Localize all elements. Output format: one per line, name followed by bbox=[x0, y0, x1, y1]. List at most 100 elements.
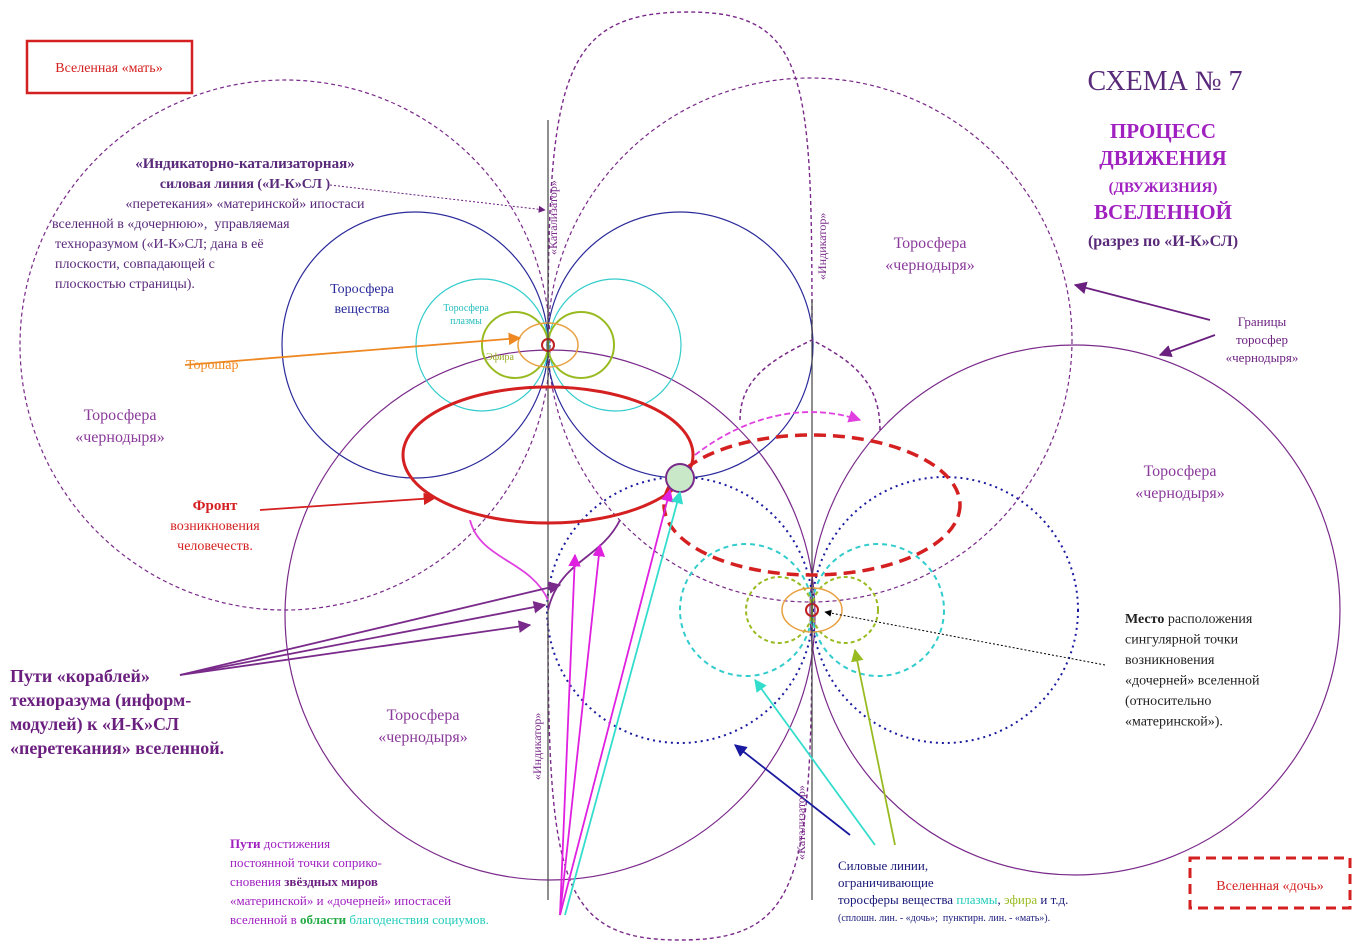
text-line: ПРОЦЕСС bbox=[1110, 119, 1216, 143]
toroshar-arrow bbox=[184, 332, 522, 366]
ik-arrow bbox=[329, 184, 546, 213]
text-line: (относительно bbox=[1125, 694, 1211, 709]
daughter-label: Вселенная «дочь» bbox=[1216, 879, 1323, 894]
text-line: «перетекания» «материнской» ипостаси bbox=[126, 197, 365, 212]
text-line: плазмы bbox=[450, 316, 482, 327]
indicator-top: «Индикатор» bbox=[815, 213, 829, 280]
text-part: плазмы bbox=[956, 892, 997, 907]
text-line: (ДВУЖИЗНИЯ) bbox=[1109, 180, 1218, 196]
title: СХЕМА № 7 bbox=[1087, 66, 1242, 97]
text-part: Пути bbox=[230, 836, 261, 851]
text-line: вселенной в «дочернюю», управляемая bbox=[52, 217, 290, 232]
mother-box bbox=[25, 39, 194, 95]
text-line: «чернодыря» bbox=[378, 729, 468, 746]
text-line: Торосфера bbox=[894, 235, 967, 252]
text-line: ограничивающие bbox=[838, 875, 934, 890]
border-arrow bbox=[1073, 281, 1211, 321]
mother-label: Вселенная «мать» bbox=[55, 61, 162, 76]
ether-left bbox=[481, 311, 549, 379]
matter-left bbox=[281, 211, 549, 479]
matter-right bbox=[546, 211, 814, 479]
ik-dash bbox=[739, 339, 813, 421]
ether-label: Эфира bbox=[486, 352, 514, 363]
text-line: Фронт bbox=[193, 498, 238, 514]
bottom-loop bbox=[547, 619, 813, 941]
ships-arrow bbox=[179, 581, 562, 676]
catalyst-top: «Катализатор» bbox=[546, 180, 560, 255]
text-line: сновения звёздных миров bbox=[230, 874, 378, 889]
text-line: плоскости, совпадающей с bbox=[55, 257, 215, 272]
text-line: Торосфера bbox=[387, 707, 460, 724]
text-part: эфира bbox=[1004, 892, 1037, 907]
catalyst-bottom: «Катализатор» bbox=[794, 785, 808, 860]
contact-point bbox=[665, 463, 695, 493]
text-part: звёздных миров bbox=[284, 874, 378, 889]
text-line: техноразума (информ- bbox=[10, 690, 191, 711]
ships-arrow bbox=[179, 620, 532, 676]
text-line: (сплошн. лин. - «дочь»; пунктирн. лин. -… bbox=[838, 913, 1050, 924]
magenta-path bbox=[469, 519, 549, 601]
text-line: вещества bbox=[334, 302, 390, 317]
front-ellipse bbox=[401, 385, 695, 525]
text-part: Место bbox=[1125, 612, 1164, 627]
border-arrow bbox=[1158, 334, 1216, 358]
text-line: техноразумом («И-К»СЛ; дана в её bbox=[55, 237, 264, 252]
paths-arrow-cyan bbox=[564, 490, 684, 916]
text-line: торосферы вещества плазмы, эфира и т.д. bbox=[838, 892, 1068, 907]
arrows bbox=[179, 184, 1216, 916]
text-line: постоянной точки соприко- bbox=[230, 855, 382, 870]
text-part: сновения bbox=[230, 874, 284, 889]
ik-dash2 bbox=[811, 339, 881, 431]
text-line: Место расположения bbox=[1125, 612, 1253, 627]
bh-mother-right bbox=[547, 77, 1073, 603]
v: «Индикатор» bbox=[815, 213, 829, 280]
text-line: человечеств. bbox=[177, 539, 253, 554]
text-line: «чернодыря» bbox=[75, 429, 165, 446]
text-line: (разрез по «И-К»СЛ) bbox=[1088, 233, 1238, 250]
text-line: плоскостью страницы). bbox=[55, 277, 195, 292]
text-line: «материнской» и «дочерней» ипостасей bbox=[230, 893, 451, 908]
text-part: достижения bbox=[261, 836, 331, 851]
paths-arrow bbox=[559, 488, 674, 916]
text-part: и т.д. bbox=[1037, 892, 1068, 907]
text-line: «чернодыря» bbox=[885, 257, 975, 274]
ether-d-left bbox=[745, 576, 813, 644]
ships-arrow bbox=[179, 600, 547, 676]
text-line: «Индикаторно-катализаторная» bbox=[135, 156, 354, 172]
text-line: возникновения bbox=[1125, 653, 1215, 668]
indicator-bottom: «Индикатор» bbox=[530, 713, 544, 780]
text-line: Пути достижения bbox=[230, 836, 330, 851]
text-line: Границы bbox=[1238, 314, 1287, 329]
front-arrow bbox=[259, 492, 437, 511]
text-part: области bbox=[300, 912, 347, 927]
text-line: силовая линия («И-К»СЛ ) bbox=[160, 177, 331, 192]
force-arrow bbox=[851, 648, 896, 846]
text-line: сингулярной точки bbox=[1125, 633, 1239, 648]
text-part: вселенной в bbox=[230, 912, 300, 927]
text-part: благоденствия социумов. bbox=[346, 912, 489, 927]
text-line: «материнской»). bbox=[1125, 715, 1223, 730]
place-arrow bbox=[824, 609, 1106, 666]
text-line: Торосфера bbox=[443, 303, 489, 314]
plasma-d-left bbox=[679, 543, 813, 677]
text-part: расположения bbox=[1164, 612, 1253, 627]
text-line: ДВИЖЕНИЯ bbox=[1099, 146, 1226, 170]
force-arrow bbox=[754, 678, 876, 846]
text-line: Силовые линии, bbox=[838, 858, 928, 873]
ether-right bbox=[547, 311, 615, 379]
text-line: вселенной в области благоденствия социум… bbox=[230, 912, 489, 927]
force-arrow bbox=[734, 744, 851, 836]
v: «Катализатор» bbox=[794, 785, 808, 860]
top-loop bbox=[547, 11, 813, 341]
text-line: Пути «кораблей» bbox=[10, 666, 150, 686]
text-line: «чернодыря» bbox=[1226, 350, 1299, 365]
matter-d-right bbox=[811, 476, 1079, 744]
text-line: модулей) к «И-К»СЛ bbox=[10, 714, 180, 735]
text-line: «перетекания» вселенной. bbox=[10, 738, 224, 758]
text-line: «дочерней» вселенной bbox=[1125, 674, 1260, 689]
toroshar-label: Торошар bbox=[186, 358, 239, 373]
paths-arrow bbox=[559, 553, 581, 916]
text-line: Торосфера bbox=[84, 407, 157, 424]
front-ellipse-d bbox=[662, 433, 962, 577]
